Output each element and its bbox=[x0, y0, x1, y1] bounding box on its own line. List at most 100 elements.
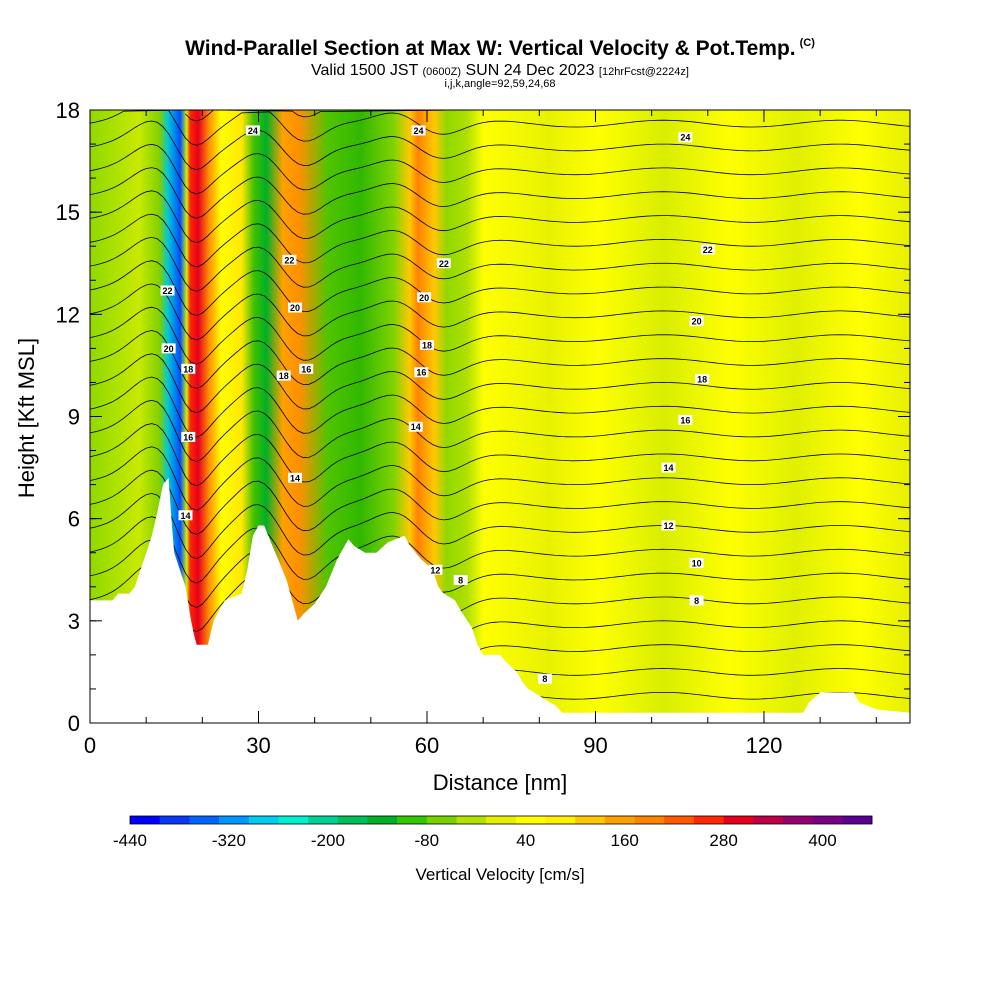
contour-label-bg bbox=[453, 574, 468, 585]
contour-labels: 24 24 24 22 22 22 22 20 20 20 20 18 18 18 18 16 16 16 16 14… bbox=[160, 125, 715, 684]
colorbar-swatch bbox=[308, 816, 339, 824]
colorbar-swatch bbox=[426, 816, 457, 824]
contour-label: 20 bbox=[692, 317, 702, 327]
x-tick-label: 120 bbox=[746, 733, 783, 758]
colorbar-tick-label: 400 bbox=[808, 831, 836, 850]
contour-label-bg bbox=[276, 370, 291, 381]
contour-label-bg bbox=[299, 363, 314, 374]
x-tick-label: 30 bbox=[246, 733, 270, 758]
isentrope-line bbox=[89, 120, 911, 171]
colorbar-title: Vertical Velocity [cm/s] bbox=[415, 865, 584, 884]
contour-label-bg bbox=[288, 472, 302, 483]
contour-label: 22 bbox=[703, 245, 713, 255]
contour-label-bg bbox=[417, 292, 432, 303]
contour-label: 8 bbox=[694, 596, 699, 606]
colorbar-swatch bbox=[693, 816, 724, 824]
isentrope-line bbox=[89, 213, 911, 268]
contour-label-bg bbox=[689, 595, 704, 606]
contour-label-bg bbox=[160, 285, 175, 296]
isentrope-line bbox=[89, 109, 911, 146]
contour-label: 12 bbox=[430, 565, 440, 575]
colorbar-swatch bbox=[664, 816, 695, 824]
colorbar-swatch bbox=[278, 816, 309, 824]
contour-label-bg bbox=[428, 564, 443, 575]
contour-label-bg bbox=[537, 673, 552, 684]
contour-label-bg bbox=[181, 431, 196, 442]
contour-label-bg bbox=[178, 510, 193, 521]
colorbar-swatch bbox=[812, 816, 843, 824]
contour-label: 16 bbox=[416, 368, 426, 378]
contour-label: 8 bbox=[542, 674, 547, 684]
contour-label: 18 bbox=[183, 364, 193, 374]
colorbar-swatch bbox=[782, 816, 813, 824]
isentrope-line bbox=[89, 376, 911, 438]
colorbar-swatch bbox=[456, 816, 487, 824]
contour-label: 20 bbox=[164, 344, 174, 354]
contour-label-bg bbox=[288, 302, 302, 313]
contour-label-bg bbox=[408, 421, 423, 432]
contour-label: 24 bbox=[414, 126, 424, 136]
colorbar-swatch bbox=[219, 816, 250, 824]
contour-label-bg bbox=[411, 125, 426, 136]
y-tick-label: 9 bbox=[68, 405, 80, 430]
contour-label: 24 bbox=[248, 126, 258, 136]
contour-label: 10 bbox=[692, 558, 702, 568]
colorbar-swatch bbox=[575, 816, 606, 824]
colorbar-frame bbox=[129, 815, 873, 825]
y-tick-label: 18 bbox=[56, 98, 80, 123]
contour-label: 20 bbox=[419, 293, 429, 303]
isentrope-line bbox=[89, 330, 911, 389]
terrain-mask bbox=[90, 477, 910, 723]
colorbar-tick-label: 40 bbox=[516, 831, 535, 850]
y-tick-label: 15 bbox=[56, 200, 80, 225]
x-axis: 0 30 60 90 120 bbox=[84, 110, 877, 758]
colorbar-swatch bbox=[130, 816, 160, 824]
colorbar-swatch bbox=[159, 816, 190, 824]
y-axis: 0 3 6 9 12 15 18 bbox=[56, 98, 910, 736]
isentrope-line bbox=[89, 143, 911, 195]
contour-label: 24 bbox=[680, 133, 690, 143]
x-tick-label: 90 bbox=[583, 733, 607, 758]
colorbar-swatch bbox=[604, 816, 635, 824]
contour-label-bg bbox=[436, 258, 451, 269]
contour-label: 14 bbox=[663, 463, 673, 473]
contour-label-bg bbox=[678, 132, 693, 143]
contour-label-bg bbox=[700, 244, 715, 255]
isentrope-line bbox=[89, 562, 911, 633]
contour-label: 20 bbox=[290, 303, 300, 313]
x-tick-label: 60 bbox=[415, 733, 439, 758]
colorbar-swatch bbox=[515, 816, 546, 824]
potential-temperature-contours bbox=[89, 109, 911, 723]
y-tick-label: 12 bbox=[56, 302, 80, 327]
colorbar-tick-label: -320 bbox=[212, 831, 246, 850]
colorbar-swatch bbox=[634, 816, 665, 824]
contour-label: 18 bbox=[422, 340, 432, 350]
contour-label: 16 bbox=[680, 415, 690, 425]
isentrope-line bbox=[89, 306, 911, 365]
contour-label-bg bbox=[161, 343, 176, 354]
contour-label-bg bbox=[661, 462, 676, 473]
contour-label-bg bbox=[689, 316, 704, 327]
isentrope-line bbox=[89, 516, 911, 584]
colorbar-swatch bbox=[753, 816, 784, 824]
chart-title: Wind-Parallel Section at Max W: Vertical… bbox=[185, 37, 815, 60]
isentrope-line bbox=[89, 283, 911, 341]
y-tick-label: 6 bbox=[68, 507, 80, 532]
colorbar-tick-label: -80 bbox=[415, 831, 440, 850]
contour-label: 18 bbox=[279, 371, 289, 381]
isentrope-line bbox=[89, 167, 911, 219]
colorbar-swatch bbox=[486, 816, 517, 824]
contour-label-bg bbox=[245, 125, 260, 136]
isentrope-line bbox=[89, 469, 911, 535]
contour-label: 22 bbox=[439, 259, 449, 269]
contour-label: 14 bbox=[290, 473, 300, 483]
contour-label: 14 bbox=[180, 511, 190, 521]
contour-label: 18 bbox=[697, 375, 707, 385]
colorbar-swatch bbox=[397, 816, 428, 824]
contour-label: 22 bbox=[284, 255, 294, 265]
x-axis-title: Distance [nm] bbox=[433, 770, 568, 795]
contour-label-bg bbox=[414, 367, 429, 378]
chart-indices: i,j,k,angle=92,59,24,68 bbox=[444, 78, 556, 90]
contour-label-bg bbox=[689, 557, 704, 568]
